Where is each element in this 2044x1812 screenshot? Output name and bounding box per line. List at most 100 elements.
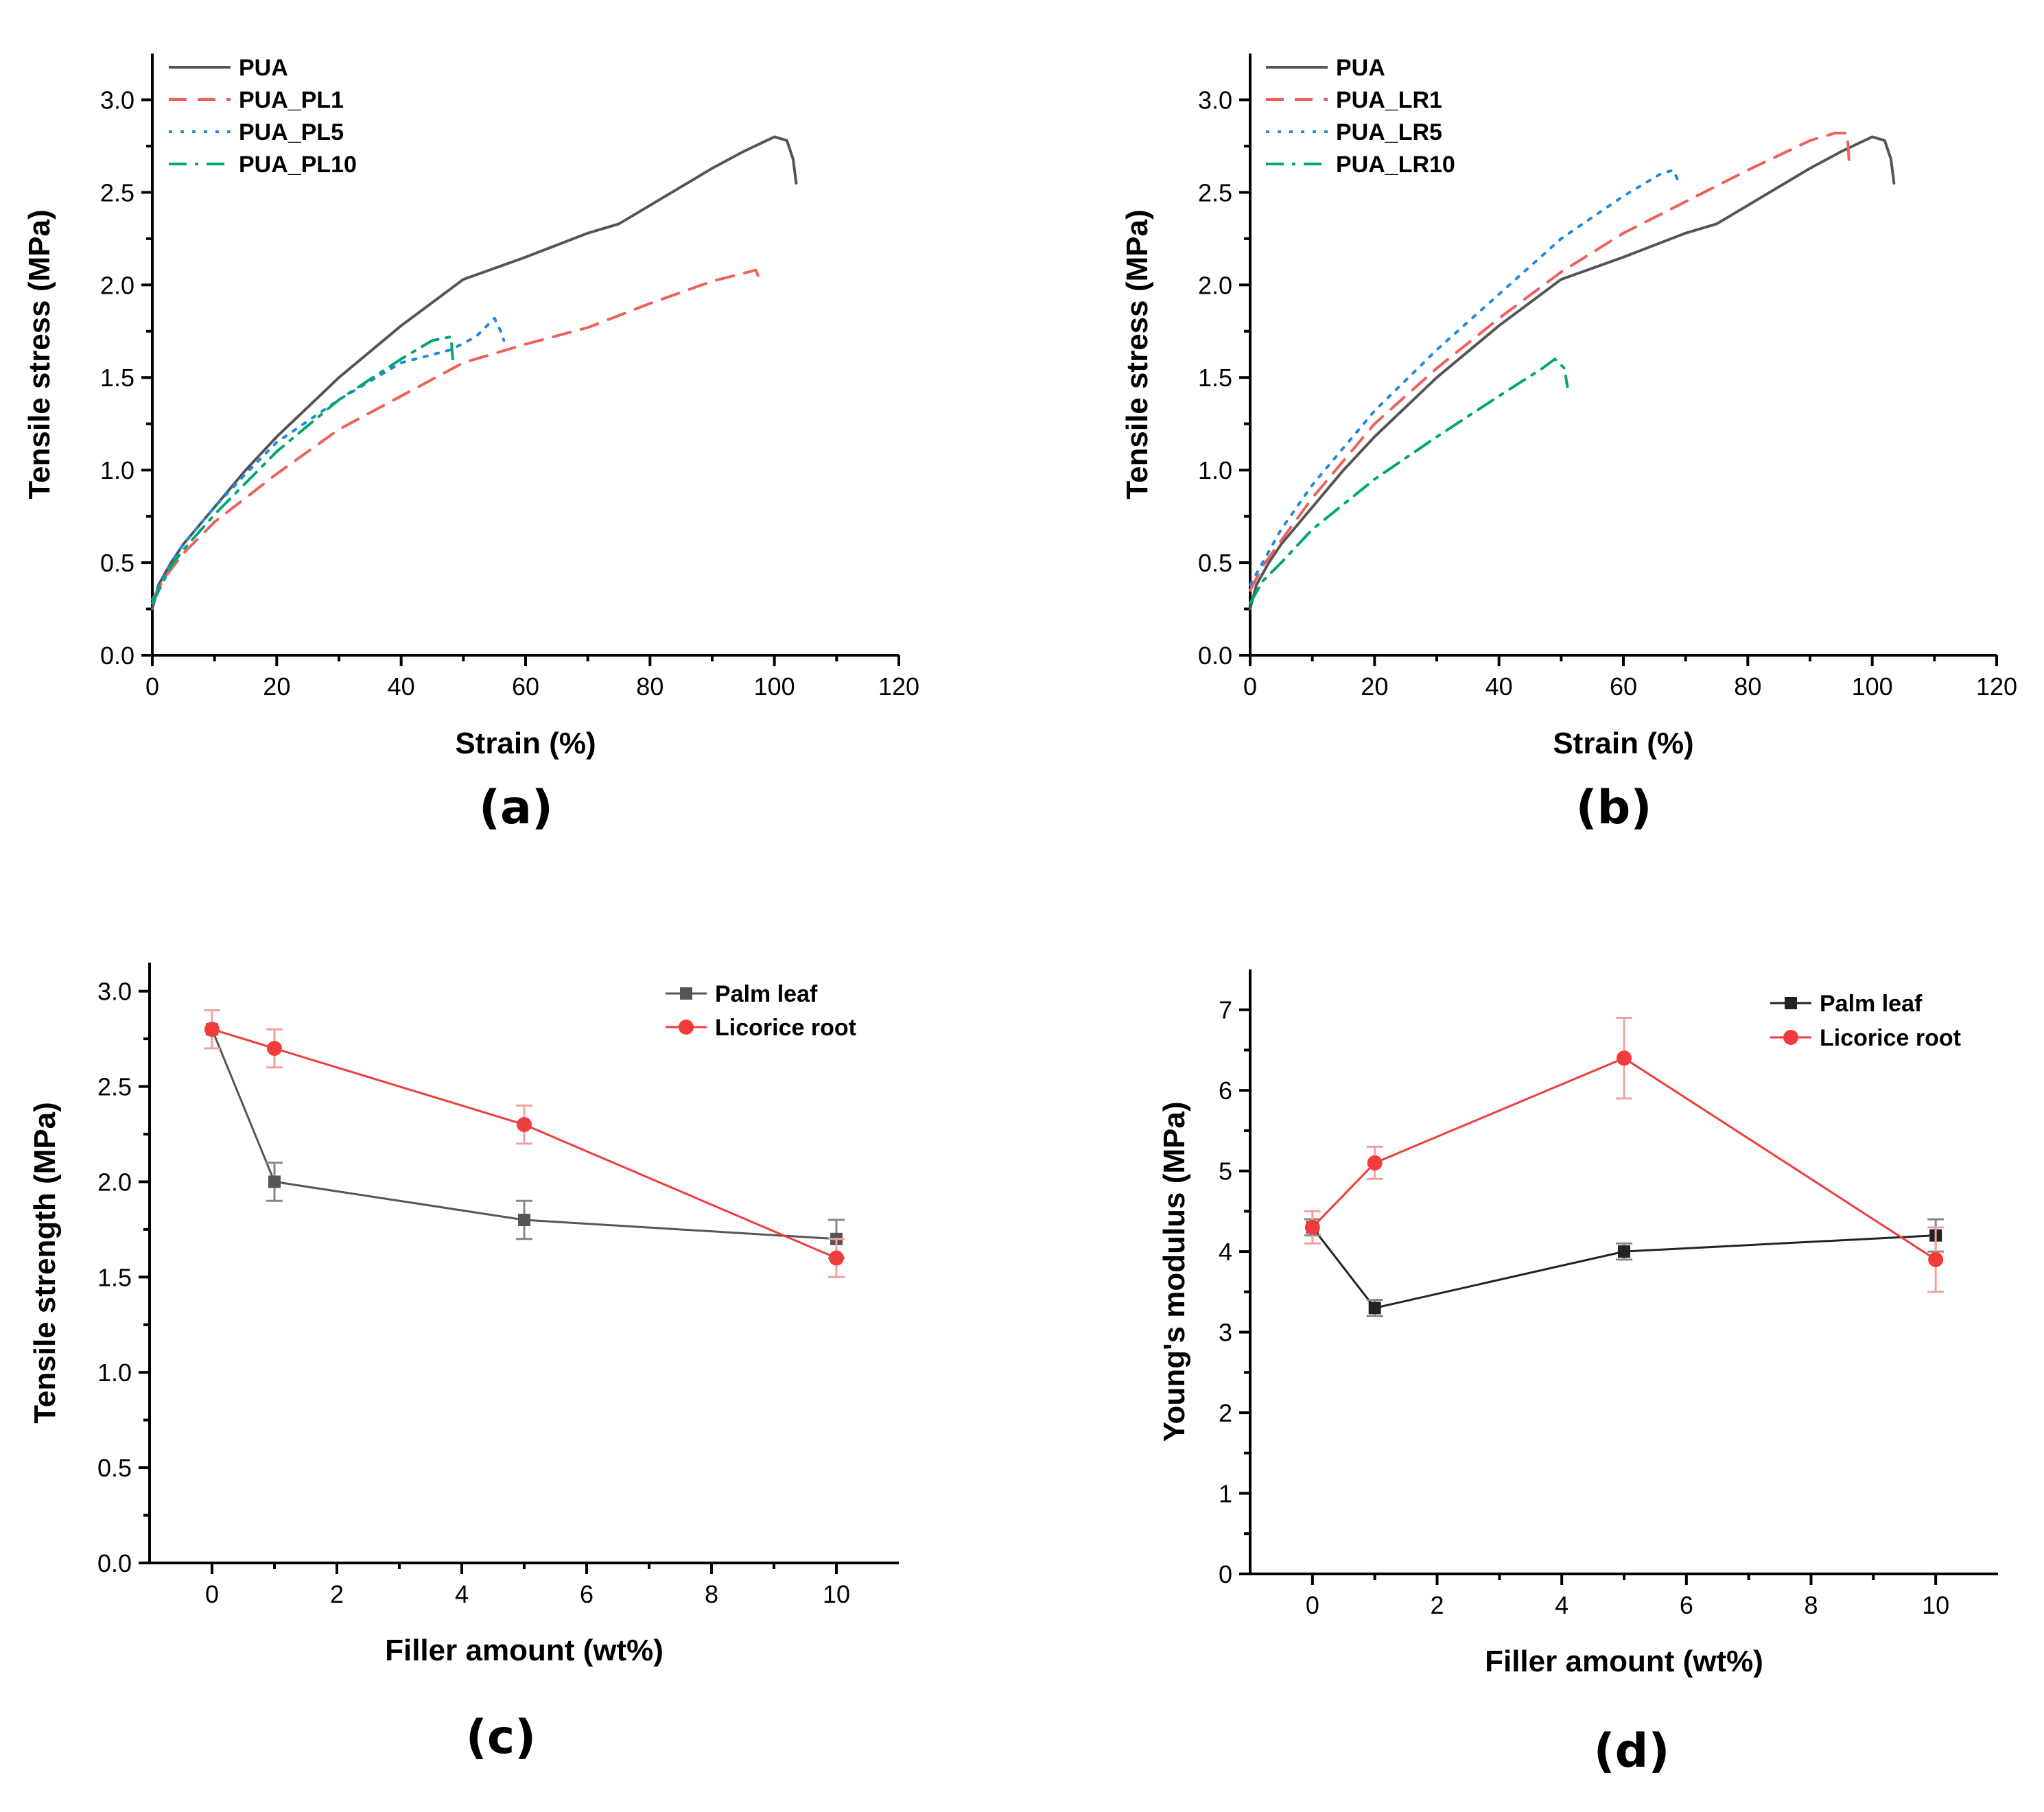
series-pua-pl5 <box>151 316 506 601</box>
x-tick-label: 0 <box>145 672 159 701</box>
y-tick-label: 3 <box>1219 1319 1232 1347</box>
legend-label: PUA_LR10 <box>1336 152 1455 178</box>
y-axis-title: Young's modulus (MPa) <box>1158 1101 1191 1442</box>
x-tick-label: 100 <box>754 672 795 701</box>
series-line <box>151 268 764 601</box>
series-pua-lr5 <box>1249 169 1681 587</box>
series-line <box>1249 135 1896 611</box>
series-licorice-root <box>204 1009 845 1278</box>
data-point <box>1304 1219 1320 1235</box>
x-axis-title: Strain (%) <box>1553 727 1693 760</box>
y-tick-label: 2 <box>1219 1399 1232 1427</box>
x-tick-label: 6 <box>580 1580 594 1608</box>
y-tick-label: 6 <box>1219 1076 1232 1105</box>
x-tick-label: 80 <box>636 672 663 701</box>
legend-marker <box>680 987 692 1000</box>
y-axis-title: Tensile strength (MPa) <box>28 1102 62 1424</box>
x-tick-label: 20 <box>1361 672 1388 701</box>
x-tick-label: 10 <box>1922 1591 1949 1619</box>
legend-marker <box>679 1020 694 1035</box>
x-axis-title: Filler amount (wt%) <box>1485 1645 1763 1678</box>
series-licorice-root <box>1304 1016 1945 1293</box>
series-line <box>1311 1226 1937 1309</box>
legend-label: PUA_PL1 <box>239 87 344 113</box>
x-tick-label: 60 <box>512 672 539 701</box>
legend-label: Licorice root <box>1820 1025 1961 1051</box>
legend-label: PUA <box>1336 55 1385 81</box>
legend-label: PUA_PL5 <box>239 119 344 145</box>
series-line <box>151 316 506 601</box>
x-tick-label: 0 <box>1243 672 1257 701</box>
chart-panel-d: 0 2 4 6 8 10 0 1 2 3 4 5 6 7 Filler amount (wt%) Young'… <box>1158 969 1998 1778</box>
series-pua <box>1249 135 1896 611</box>
x-tick-label: 100 <box>1852 672 1893 701</box>
x-tick-label: 40 <box>388 672 415 701</box>
y-tick-label: 7 <box>1219 996 1232 1024</box>
x-tick-label: 2 <box>330 1580 344 1608</box>
x-tick-label: 8 <box>1804 1591 1818 1619</box>
legend-label: Palm leaf <box>715 981 818 1007</box>
y-tick-label: 0.0 <box>100 642 134 670</box>
y-tick-label: 2.5 <box>97 1073 132 1101</box>
series-pua-lr1 <box>1249 132 1851 592</box>
legend-marker <box>1783 1030 1798 1045</box>
y-tick-label: 1.0 <box>97 1358 132 1387</box>
legend-label: PUA_LR5 <box>1336 119 1442 145</box>
x-axis-title: Strain (%) <box>455 727 596 760</box>
series-line <box>1311 1057 1937 1261</box>
x-tick-label: 60 <box>1610 672 1637 701</box>
y-tick-label: 1.5 <box>97 1263 132 1291</box>
series-pua-pl1 <box>151 268 764 601</box>
series-pua <box>151 135 798 611</box>
y-tick-label: 0.5 <box>100 549 134 577</box>
data-point <box>267 1041 282 1056</box>
y-axis-title: Tensile stress (MPa) <box>1120 209 1154 499</box>
legend-label: Licorice root <box>715 1015 856 1041</box>
panel-label: (c) <box>466 1710 536 1765</box>
y-tick-label: 4 <box>1219 1238 1232 1266</box>
data-point <box>1618 1245 1630 1258</box>
y-tick-label: 2.0 <box>100 271 134 299</box>
legend-label: Palm leaf <box>1820 991 1923 1017</box>
data-point <box>1617 1050 1632 1066</box>
x-axis-title: Filler amount (wt%) <box>385 1634 663 1667</box>
x-tick-label: 4 <box>455 1580 469 1608</box>
x-tick-label: 0 <box>1306 1591 1319 1619</box>
y-tick-label: 2.0 <box>1198 271 1232 299</box>
x-tick-label: 10 <box>823 1580 850 1608</box>
legend-marker <box>1785 997 1797 1009</box>
data-point <box>829 1250 844 1266</box>
x-tick-label: 120 <box>1976 672 2017 701</box>
series-line <box>1249 169 1681 587</box>
series-line <box>151 335 454 605</box>
series-pua-lr10 <box>1249 357 1569 605</box>
x-tick-label: 4 <box>1555 1591 1569 1619</box>
panel-label: (d) <box>1594 1724 1670 1778</box>
data-point <box>204 1022 220 1037</box>
x-tick-label: 2 <box>1430 1591 1444 1619</box>
y-tick-label: 5 <box>1219 1157 1232 1186</box>
y-tick-label: 0.0 <box>97 1549 132 1577</box>
series-line <box>151 135 798 611</box>
y-tick-label: 3.0 <box>1198 86 1232 114</box>
data-point <box>518 1214 530 1226</box>
y-tick-label: 2.5 <box>100 178 134 207</box>
data-point <box>1367 1155 1383 1170</box>
y-tick-label: 1.5 <box>1198 364 1232 392</box>
y-tick-label: 3.0 <box>97 978 132 1006</box>
y-tick-label: 0 <box>1219 1560 1232 1588</box>
x-tick-label: 40 <box>1485 672 1513 701</box>
y-tick-label: 1 <box>1219 1480 1232 1508</box>
data-point <box>1928 1251 1944 1267</box>
x-tick-label: 6 <box>1680 1591 1693 1619</box>
data-point <box>268 1175 281 1188</box>
y-tick-label: 0.0 <box>1198 642 1232 670</box>
y-tick-label: 2.5 <box>1198 178 1232 207</box>
x-tick-label: 80 <box>1734 672 1761 701</box>
series-line <box>211 1028 838 1260</box>
data-point <box>517 1117 532 1133</box>
y-tick-label: 0.5 <box>1198 549 1232 577</box>
chart-panel-a: 0 20 40 60 80 100 120 0.0 0.5 1.0 1.5 2.0 2.5 3.0 Stra… <box>23 54 919 835</box>
x-tick-label: 0 <box>205 1580 219 1608</box>
